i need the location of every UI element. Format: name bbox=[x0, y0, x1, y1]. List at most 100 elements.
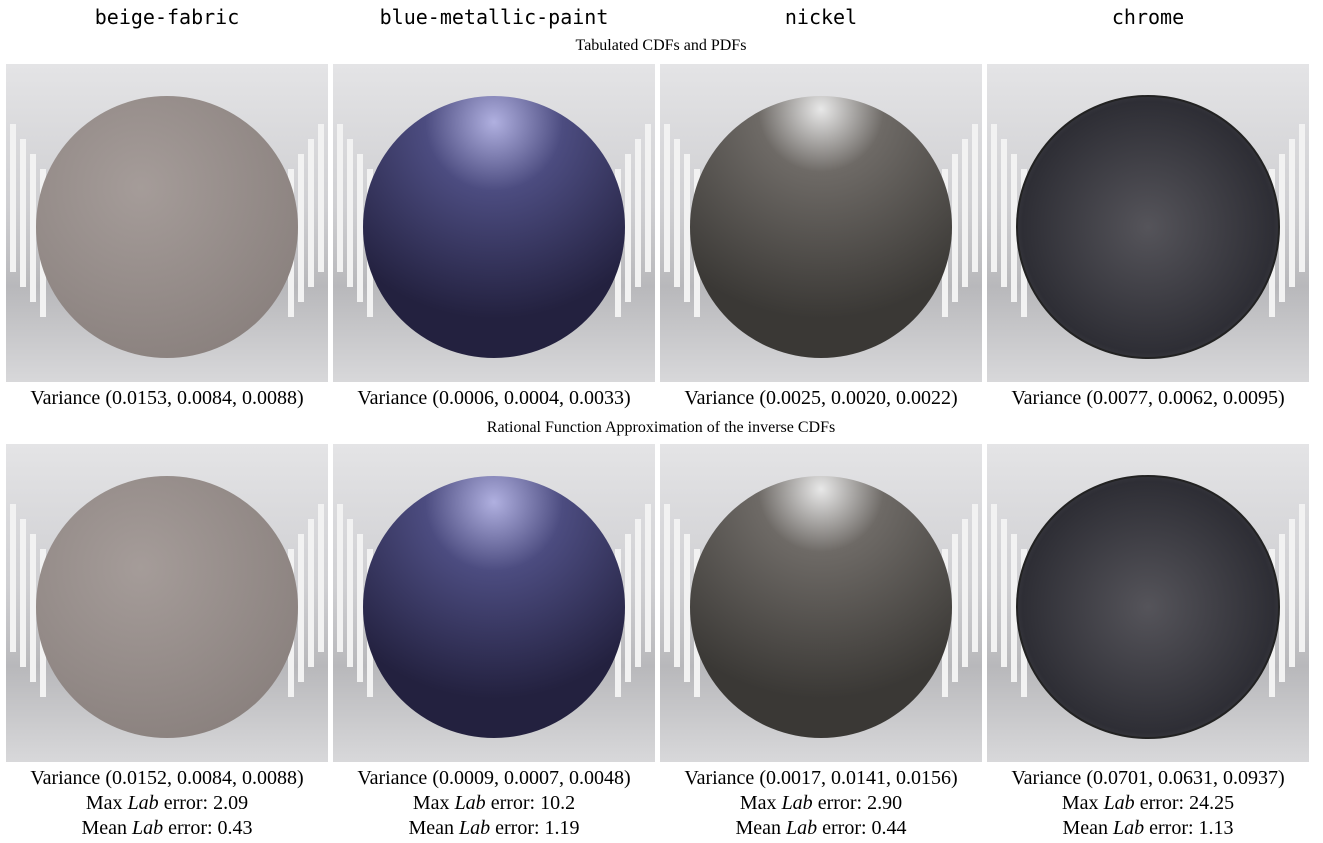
label: Max bbox=[1062, 792, 1099, 814]
label: Variance bbox=[1011, 387, 1081, 409]
variance-caption: Variance (0.0152, 0.0084, 0.0088) bbox=[30, 767, 303, 789]
pillar bbox=[1279, 534, 1285, 682]
pillar bbox=[952, 534, 958, 682]
pillar bbox=[20, 139, 26, 287]
sphere bbox=[363, 96, 625, 358]
max-lab-error-caption: Max Lab error: 24.25 bbox=[1062, 792, 1234, 814]
mean-lab-error-caption: Mean Lab error: 0.44 bbox=[735, 817, 906, 839]
pillar bbox=[347, 139, 353, 287]
pillar bbox=[625, 534, 631, 682]
mean-lab-error-caption: Mean Lab error: 1.13 bbox=[1062, 817, 1233, 839]
value: (0.0017, 0.0141, 0.0156) bbox=[759, 767, 957, 789]
pillar bbox=[337, 124, 343, 272]
label: error: bbox=[818, 792, 862, 814]
label: Variance bbox=[357, 767, 427, 789]
value: (0.0701, 0.0631, 0.0937) bbox=[1086, 767, 1284, 789]
pillar bbox=[1289, 139, 1295, 287]
pillar bbox=[1011, 154, 1017, 302]
sphere bbox=[690, 96, 952, 358]
pillar bbox=[318, 124, 324, 272]
max-lab-error-caption: Max Lab error: 2.90 bbox=[740, 792, 902, 814]
variance-caption: Variance (0.0009, 0.0007, 0.0048) bbox=[357, 767, 630, 789]
sphere bbox=[36, 476, 298, 738]
pillar bbox=[30, 154, 36, 302]
value: 1.19 bbox=[545, 817, 580, 839]
pillar bbox=[664, 504, 670, 652]
pillar bbox=[962, 139, 968, 287]
variance-caption: Variance (0.0006, 0.0004, 0.0033) bbox=[357, 387, 630, 409]
pillar bbox=[308, 139, 314, 287]
pillar bbox=[1299, 124, 1305, 272]
label: error: bbox=[495, 817, 539, 839]
sphere bbox=[690, 476, 952, 738]
pillar bbox=[645, 124, 651, 272]
label: Max bbox=[86, 792, 123, 814]
sphere bbox=[1016, 95, 1280, 359]
column-header: blue-metallic-paint bbox=[380, 5, 609, 29]
label: error: bbox=[164, 792, 208, 814]
pillar bbox=[991, 504, 997, 652]
label: Variance bbox=[357, 387, 427, 409]
label: Mean bbox=[1062, 817, 1108, 839]
pillar bbox=[337, 504, 343, 652]
variance-caption: Variance (0.0025, 0.0020, 0.0022) bbox=[684, 387, 957, 409]
mean-lab-error-caption: Mean Lab error: 1.19 bbox=[408, 817, 579, 839]
label: Mean bbox=[408, 817, 454, 839]
column-header: chrome bbox=[1112, 5, 1184, 29]
label: Lab bbox=[785, 817, 817, 839]
pillar bbox=[308, 519, 314, 667]
pillar bbox=[318, 504, 324, 652]
label: Max bbox=[740, 792, 777, 814]
value: 2.90 bbox=[867, 792, 902, 814]
pillar bbox=[1001, 139, 1007, 287]
value: (0.0153, 0.0084, 0.0088) bbox=[105, 387, 303, 409]
label: Lab bbox=[781, 792, 813, 814]
variance-caption: Variance (0.0701, 0.0631, 0.0937) bbox=[1011, 767, 1284, 789]
pillar bbox=[674, 519, 680, 667]
pillar bbox=[10, 124, 16, 272]
pillar bbox=[625, 154, 631, 302]
label: Max bbox=[413, 792, 450, 814]
pillar bbox=[357, 534, 363, 682]
label: Lab bbox=[1112, 817, 1144, 839]
render-image bbox=[987, 444, 1309, 762]
label: Mean bbox=[735, 817, 781, 839]
label: error: bbox=[491, 792, 535, 814]
label: error: bbox=[168, 817, 212, 839]
pillar bbox=[645, 504, 651, 652]
label: Variance bbox=[684, 387, 754, 409]
column-header: beige-fabric bbox=[95, 5, 240, 29]
pillar bbox=[962, 519, 968, 667]
column-header: nickel bbox=[785, 5, 857, 29]
render-image bbox=[6, 64, 328, 382]
pillar bbox=[972, 124, 978, 272]
value: 10.2 bbox=[540, 792, 575, 814]
row-title: Rational Function Approximation of the i… bbox=[487, 419, 835, 436]
label: error: bbox=[1140, 792, 1184, 814]
pillar bbox=[635, 519, 641, 667]
pillar bbox=[664, 124, 670, 272]
mean-lab-error-caption: Mean Lab error: 0.43 bbox=[81, 817, 252, 839]
pillar bbox=[684, 534, 690, 682]
value: 2.09 bbox=[213, 792, 248, 814]
variance-caption: Variance (0.0153, 0.0084, 0.0088) bbox=[30, 387, 303, 409]
render-image bbox=[987, 64, 1309, 382]
pillar bbox=[991, 124, 997, 272]
value: 24.25 bbox=[1189, 792, 1234, 814]
value: (0.0006, 0.0004, 0.0033) bbox=[432, 387, 630, 409]
label: Lab bbox=[1103, 792, 1135, 814]
pillar bbox=[1279, 154, 1285, 302]
pillar bbox=[952, 154, 958, 302]
render-image bbox=[333, 64, 655, 382]
label: Lab bbox=[127, 792, 159, 814]
value: 0.44 bbox=[872, 817, 907, 839]
variance-caption: Variance (0.0017, 0.0141, 0.0156) bbox=[684, 767, 957, 789]
pillar bbox=[298, 154, 304, 302]
label: Lab bbox=[454, 792, 486, 814]
render-image bbox=[6, 444, 328, 762]
render-image bbox=[660, 444, 982, 762]
max-lab-error-caption: Max Lab error: 10.2 bbox=[413, 792, 575, 814]
label: error: bbox=[1149, 817, 1193, 839]
pillar bbox=[30, 534, 36, 682]
